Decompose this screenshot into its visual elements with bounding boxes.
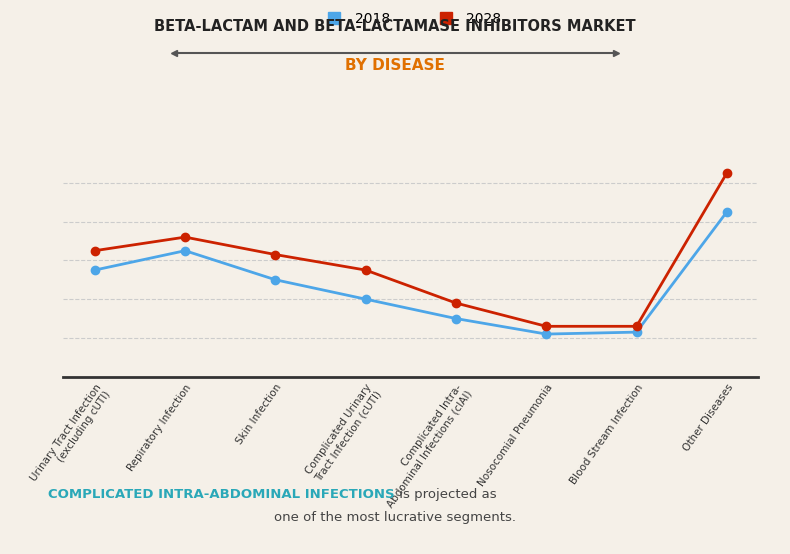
Text: COMPLICATED INTRA-ABDOMINAL INFECTIONS: COMPLICATED INTRA-ABDOMINAL INFECTIONS	[48, 489, 395, 501]
Legend: 2018, 2028: 2018, 2028	[314, 7, 507, 32]
Text: BETA-LACTAM AND BETA-LACTAMASE INHIBITORS MARKET: BETA-LACTAM AND BETA-LACTAMASE INHIBITOR…	[154, 19, 636, 34]
Text: one of the most lucrative segments.: one of the most lucrative segments.	[274, 511, 516, 524]
Text: is projected as: is projected as	[395, 489, 497, 501]
Text: BY DISEASE: BY DISEASE	[345, 58, 445, 73]
